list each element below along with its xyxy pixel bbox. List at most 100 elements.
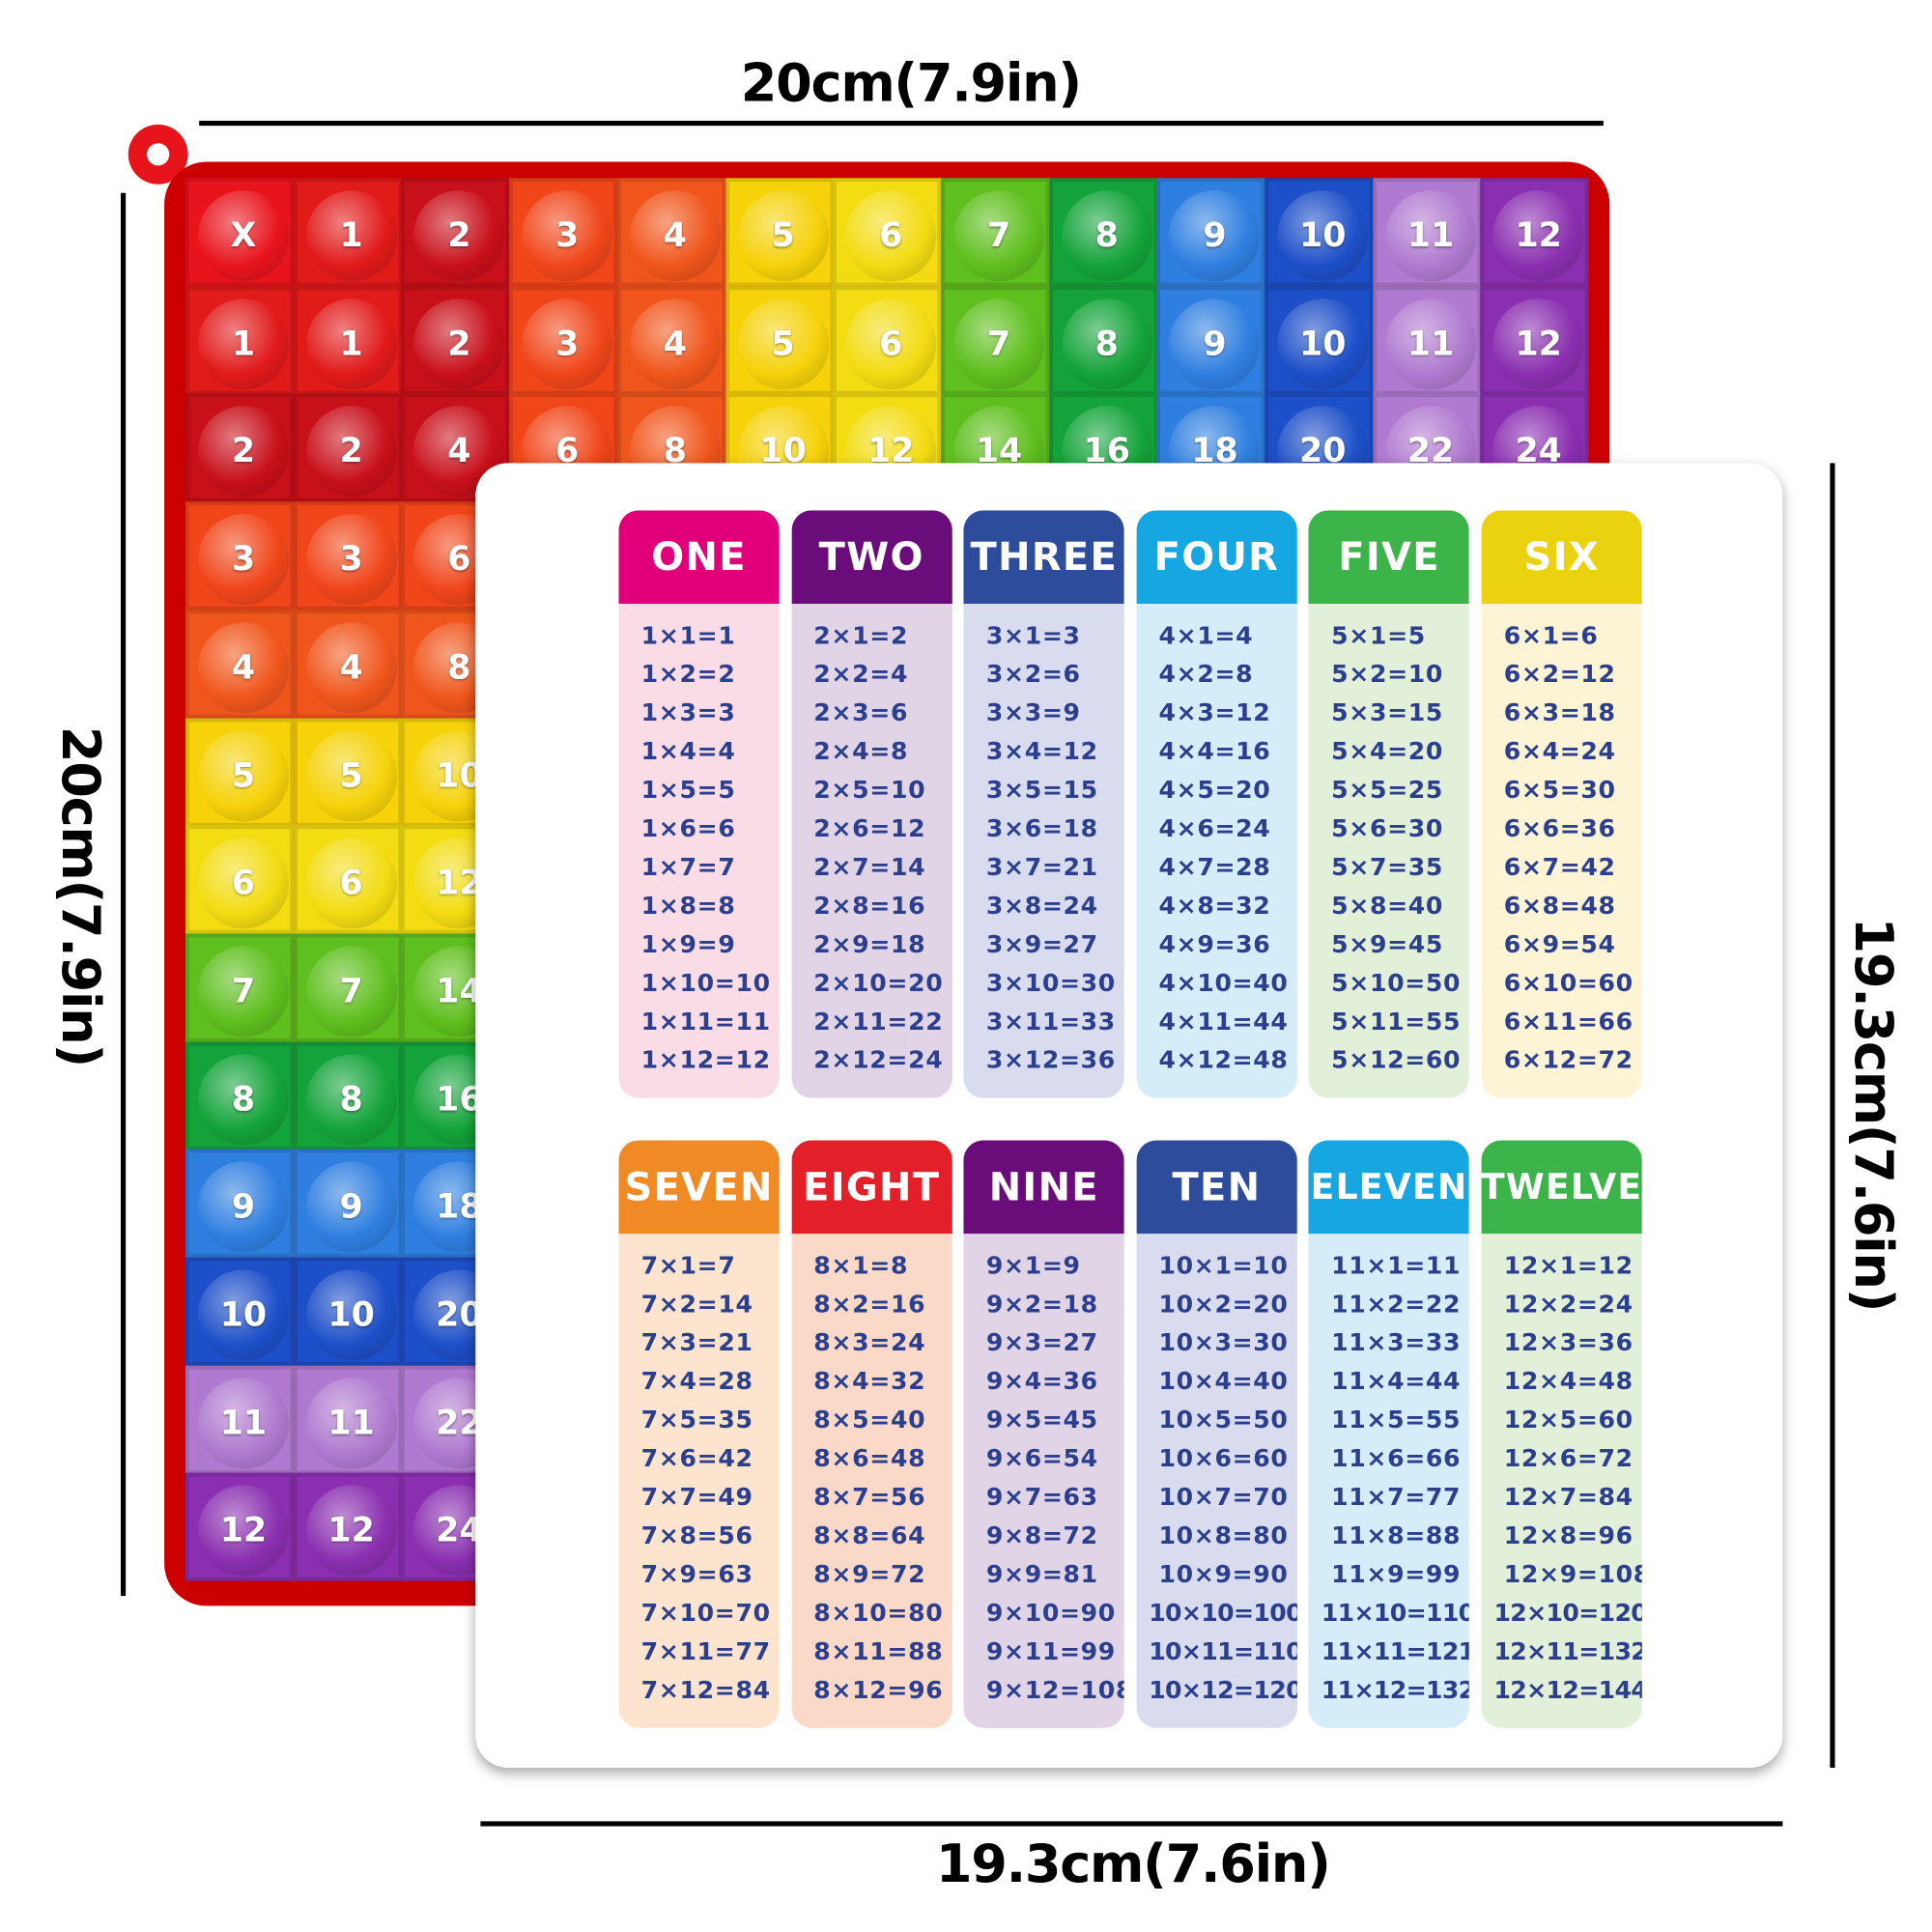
pop-it-bubble[interactable]: 1 xyxy=(305,298,397,389)
table-body: 12×1=12 12×2=24 12×3=36 12×4=48 12×5=60 12×6=… xyxy=(1482,1234,1642,1728)
pop-it-bubble[interactable]: 4 xyxy=(629,298,721,389)
pop-it-bubble[interactable]: 5 xyxy=(197,729,289,821)
pop-it-bubble[interactable]: 3 xyxy=(305,514,397,606)
table-row: 11×6=66 xyxy=(1331,1443,1462,1473)
pop-it-bubble[interactable]: 12 xyxy=(1492,190,1584,282)
table-row: 10×11=110 xyxy=(1149,1636,1297,1666)
times-table-seven: SEVEN 7×1=7 7×2=14 7×3=21 7×4=28 7×5=35 7×6=42… xyxy=(618,1140,780,1728)
table-row: 1×9=9 xyxy=(640,929,736,959)
table-row: 9×7=63 xyxy=(985,1482,1098,1512)
table-body: 1×1=1 1×2=2 1×3=3 1×4=4 1×5=5 1×6=6 1×7=7 1×8=8… xyxy=(618,604,779,1098)
pop-it-cell: 12 xyxy=(293,1473,402,1582)
table-row: 1×3=3 xyxy=(640,697,736,727)
pop-it-cell: 12 xyxy=(1480,178,1589,287)
pop-it-bubble[interactable]: 7 xyxy=(953,190,1045,282)
table-row: 11×9=99 xyxy=(1331,1559,1462,1589)
pop-it-bubble[interactable]: 10 xyxy=(305,1269,397,1361)
pop-it-cell: 7 xyxy=(293,933,402,1042)
pop-it-bubble[interactable]: 10 xyxy=(1277,190,1369,282)
pop-it-bubble[interactable]: 9 xyxy=(1169,190,1261,282)
pop-it-bubble[interactable]: 11 xyxy=(1384,190,1476,282)
pop-it-bubble[interactable]: 12 xyxy=(197,1485,289,1577)
table-row: 7×3=21 xyxy=(640,1328,753,1357)
pop-it-bubble[interactable]: 9 xyxy=(305,1161,397,1253)
pop-it-cell: 3 xyxy=(509,178,618,287)
table-row: 7×5=35 xyxy=(640,1405,753,1435)
pop-it-bubble[interactable]: 2 xyxy=(413,190,505,282)
pop-it-bubble[interactable]: 6 xyxy=(845,298,937,389)
pop-it-bubble[interactable]: 2 xyxy=(413,298,505,389)
pop-it-bubble[interactable]: 9 xyxy=(1169,298,1261,389)
table-row: 10×1=10 xyxy=(1158,1251,1289,1280)
pop-it-bubble[interactable]: 7 xyxy=(197,946,289,1037)
pop-it-bubble[interactable]: 4 xyxy=(629,190,721,282)
pop-it-bubble[interactable]: 4 xyxy=(197,622,289,714)
table-header: FIVE xyxy=(1308,510,1470,605)
pop-it-bubble[interactable]: 12 xyxy=(1492,298,1584,389)
pop-it-bubble[interactable]: 12 xyxy=(305,1485,397,1577)
pop-it-bubble[interactable]: 2 xyxy=(305,406,397,497)
pop-it-bubble[interactable]: 6 xyxy=(305,838,397,929)
pop-it-cell: 4 xyxy=(185,610,295,719)
table-row: 12×10=120 xyxy=(1493,1598,1642,1628)
pop-it-bubble[interactable]: 3 xyxy=(197,514,289,606)
table-row: 11×4=44 xyxy=(1331,1366,1462,1396)
table-row: 1×12=12 xyxy=(640,1045,771,1075)
pop-it-bubble[interactable]: 10 xyxy=(1277,298,1369,389)
table-row: 7×12=84 xyxy=(640,1675,771,1705)
table-row: 5×9=45 xyxy=(1331,929,1444,959)
pop-it-bubble[interactable]: 8 xyxy=(1061,298,1152,389)
table-body: 11×1=11 11×2=22 11×3=33 11×4=44 11×5=55 11×6=… xyxy=(1309,1234,1469,1728)
pop-it-bubble[interactable]: 3 xyxy=(522,190,613,282)
pop-it-bubble[interactable]: 2 xyxy=(197,406,289,497)
table-row: 8×6=48 xyxy=(813,1443,926,1473)
pop-it-bubble[interactable]: 4 xyxy=(305,622,397,714)
table-row: 8×2=16 xyxy=(813,1290,926,1319)
top-dimension-line xyxy=(199,121,1604,127)
pop-it-bubble[interactable]: 7 xyxy=(305,946,397,1037)
times-table-two: TWO 2×1=2 2×2=4 2×3=6 2×4=8 2×5=10 2×6=12 2×7=1… xyxy=(791,510,952,1098)
pop-it-bubble[interactable]: 1 xyxy=(197,298,289,389)
table-row: 4×8=32 xyxy=(1158,891,1271,921)
pop-it-bubble[interactable]: 8 xyxy=(305,1054,397,1146)
pop-it-bubble[interactable]: 9 xyxy=(197,1161,289,1253)
table-header: EIGHT xyxy=(791,1140,952,1235)
pop-it-cell: 7 xyxy=(941,178,1050,287)
table-row: 1×5=5 xyxy=(640,775,736,805)
pop-it-bubble[interactable]: X xyxy=(197,190,289,282)
table-body: 6×1=6 6×2=12 6×3=18 6×4=24 6×5=30 6×6=36 6×7=4… xyxy=(1482,604,1642,1098)
pop-it-bubble[interactable]: 8 xyxy=(1061,190,1152,282)
pop-it-cell: 11 xyxy=(293,1365,402,1474)
table-row: 9×5=45 xyxy=(985,1405,1098,1435)
table-row: 3×12=36 xyxy=(985,1045,1116,1075)
pop-it-bubble[interactable]: 10 xyxy=(197,1269,289,1361)
pop-it-bubble[interactable]: 5 xyxy=(737,190,829,282)
pop-it-bubble[interactable]: 1 xyxy=(305,190,397,282)
pop-it-cell: 10 xyxy=(1264,178,1374,287)
table-row: 4×9=36 xyxy=(1158,929,1271,959)
pop-it-bubble[interactable]: 7 xyxy=(953,298,1045,389)
pop-it-bubble[interactable]: 6 xyxy=(845,190,937,282)
pop-it-cell: 3 xyxy=(293,501,402,611)
pop-it-bubble[interactable]: 3 xyxy=(522,298,613,389)
pop-it-bubble[interactable]: 11 xyxy=(1384,298,1476,389)
table-row: 2×11=22 xyxy=(813,1007,944,1037)
pop-it-bubble[interactable]: 5 xyxy=(737,298,829,389)
pop-it-bubble[interactable]: 5 xyxy=(305,729,397,821)
table-row: 11×5=55 xyxy=(1331,1405,1462,1435)
table-row: 5×3=15 xyxy=(1331,697,1444,727)
table-row: 3×7=21 xyxy=(985,852,1098,882)
pop-it-cell: 4 xyxy=(616,285,726,395)
pop-it-bubble[interactable]: 6 xyxy=(197,838,289,929)
multiplication-card: ONE 1×1=1 1×2=2 1×3=3 1×4=4 1×5=5 1×6=6 1×7=7 1×… xyxy=(475,463,1783,1768)
pop-it-bubble[interactable]: 11 xyxy=(197,1378,289,1469)
pop-it-bubble[interactable]: 8 xyxy=(197,1054,289,1146)
table-row: 7×7=49 xyxy=(640,1482,753,1512)
table-row: 10×12=120 xyxy=(1149,1675,1297,1705)
table-row: 2×4=8 xyxy=(813,736,909,766)
table-row: 3×10=30 xyxy=(985,968,1116,998)
pop-it-bubble[interactable]: 11 xyxy=(305,1378,397,1469)
table-row: 1×10=10 xyxy=(640,968,771,998)
table-row: 5×12=60 xyxy=(1331,1045,1462,1075)
pop-it-cell: 4 xyxy=(293,610,402,719)
